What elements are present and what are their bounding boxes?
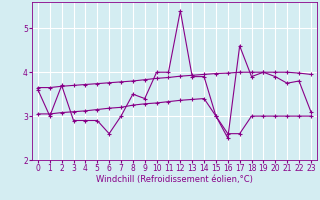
X-axis label: Windchill (Refroidissement éolien,°C): Windchill (Refroidissement éolien,°C) xyxy=(96,175,253,184)
